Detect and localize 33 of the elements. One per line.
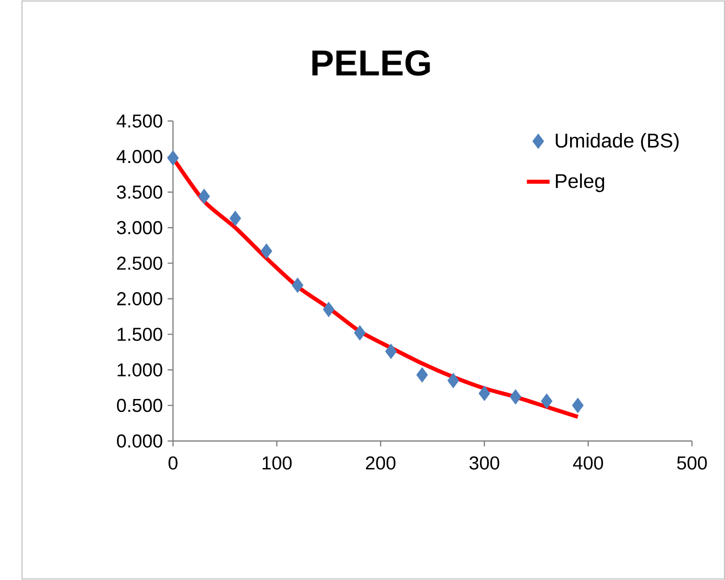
legend-label: Umidade (BS) (556, 132, 679, 152)
point (322, 302, 334, 318)
point (447, 372, 460, 388)
y-tick-label: 1.500 (118, 328, 162, 341)
x-tick-label: 200 (366, 456, 396, 470)
point (416, 367, 428, 382)
y-tick-label: 2.500 (117, 256, 162, 270)
y-tick-label: 0.500 (116, 398, 162, 412)
point (478, 386, 490, 401)
point (540, 394, 552, 409)
point (572, 398, 584, 414)
point (510, 389, 522, 404)
y-tick-label: 0.000 (116, 434, 162, 448)
x-tick-label: 0 (168, 456, 178, 470)
x-tick-label: 100 (262, 456, 292, 470)
y-tick-label: 4.000 (116, 150, 162, 164)
x-tick-label: 400 (573, 456, 604, 470)
point (198, 188, 210, 204)
y-tick-label: 3.500 (116, 185, 162, 199)
y-tick-label: 2.000 (117, 292, 162, 306)
x-tick-label: 500 (677, 456, 707, 470)
point (167, 150, 179, 166)
y-tick-label: 1.000 (118, 363, 162, 376)
legend-label: Peleg (556, 173, 604, 192)
point (230, 210, 242, 226)
point (385, 344, 397, 359)
chart-title: PELEG (312, 50, 430, 76)
point (260, 244, 272, 259)
point (354, 325, 366, 340)
y-tick-label: 4.500 (116, 114, 162, 128)
y-tick-label: 3.000 (116, 221, 162, 234)
point (292, 278, 304, 293)
x-tick-label: 300 (470, 456, 500, 470)
